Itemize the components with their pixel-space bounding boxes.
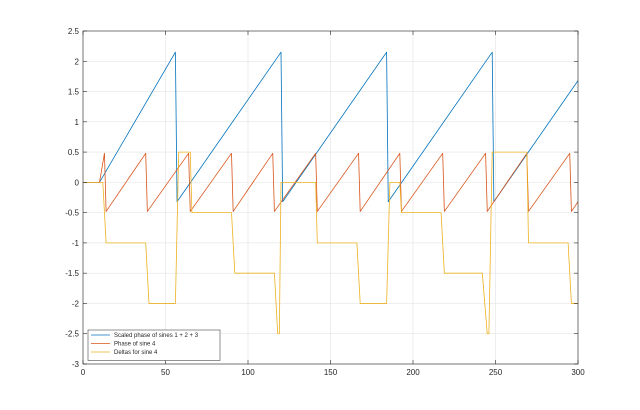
y-tick-label: 1.5	[68, 88, 80, 97]
axis-ticks: 0 50 100 150 200 250 300 -3 -2.5 -2 -1.5 -1 -0.5 0 0.5…	[65, 27, 585, 377]
legend: Scaled phase of sines 1 + 2 + 3 Phase of …	[87, 329, 221, 361]
x-tick-label: 50	[161, 368, 170, 377]
series-line-3	[83, 151, 578, 335]
y-tick-label: -1.5	[65, 269, 79, 278]
y-tick-label: 2.5	[68, 27, 80, 36]
y-tick-label: -0.5	[65, 209, 79, 218]
series-line-2	[83, 152, 579, 212]
y-tick-label: -1	[72, 239, 80, 248]
legend-entry-label: Phase of sine 4	[114, 342, 156, 348]
y-tick-label: 0	[75, 178, 80, 187]
y-tick-label: 0.5	[68, 148, 80, 157]
y-tick-label: -2.5	[65, 330, 79, 339]
series-layer	[83, 51, 579, 335]
x-tick-label: 100	[241, 368, 255, 377]
series-line-1	[83, 51, 579, 203]
y-tick-label: -2	[72, 299, 80, 308]
x-tick-label: 150	[324, 368, 338, 377]
legend-entry-label: Deltas for sine 4	[114, 350, 158, 356]
y-tick-label: -3	[72, 360, 80, 369]
x-tick-label: 300	[571, 368, 585, 377]
x-tick-label: 250	[489, 368, 503, 377]
legend-entry-label: Scaled phase of sines 1 + 2 + 3	[114, 333, 199, 339]
y-tick-label: 2	[75, 57, 80, 66]
x-tick-label: 0	[81, 368, 86, 377]
y-tick-label: 1	[75, 118, 80, 127]
x-tick-label: 200	[406, 368, 420, 377]
